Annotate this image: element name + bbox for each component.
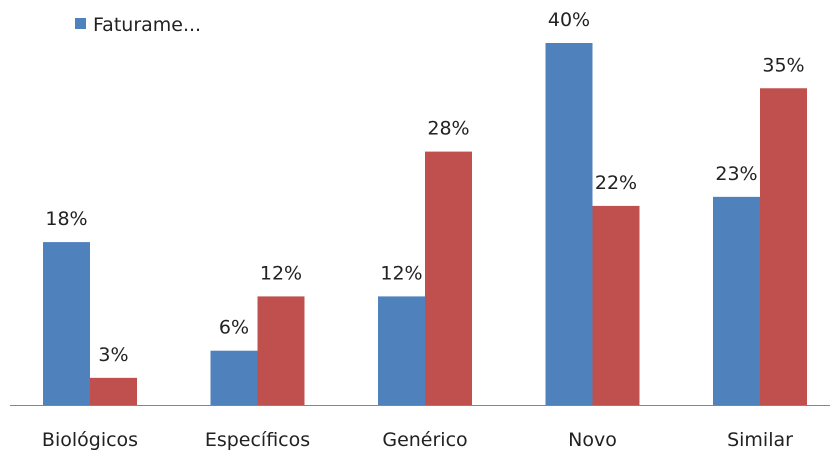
legend-label: Faturame... [93, 14, 201, 36]
value-label-series2-4: 35% [762, 54, 804, 76]
value-label-series1-1: 6% [219, 317, 249, 339]
bar-series2-1 [257, 296, 305, 405]
bar-series2-3 [592, 205, 640, 405]
bars-group [43, 43, 807, 405]
value-label-series1-4: 23% [715, 163, 757, 185]
category-labels-group: Biológicos Específicos Genérico Novo Similar [42, 429, 793, 451]
bar-series2-2 [425, 151, 472, 405]
category-label-2: Genérico [382, 429, 467, 451]
value-label-series2-0: 3% [98, 344, 128, 366]
legend-swatch [75, 18, 86, 29]
bar-series1-0 [43, 242, 90, 405]
value-labels-group: 18% 3% 6% 12% 12% 28% 40% 22% 23% 35% [45, 9, 804, 366]
value-label-series1-3: 40% [548, 9, 590, 31]
legend: Faturame... [75, 14, 201, 36]
value-label-series1-0: 18% [45, 208, 87, 230]
bar-series2-0 [90, 377, 137, 405]
bar-series1-4 [713, 196, 760, 405]
bar-series1-1 [210, 350, 258, 405]
category-label-1: Específicos [205, 429, 310, 451]
bar-series1-2 [378, 296, 425, 405]
bar-series2-4 [760, 88, 807, 405]
value-label-series2-3: 22% [595, 172, 637, 194]
value-label-series1-2: 12% [380, 262, 422, 284]
category-label-4: Similar [727, 429, 793, 451]
category-label-3: Novo [568, 429, 617, 451]
value-label-series2-1: 12% [260, 262, 302, 284]
bar-series1-3 [545, 43, 593, 405]
category-label-0: Biológicos [42, 429, 138, 451]
value-label-series2-2: 28% [427, 118, 469, 140]
